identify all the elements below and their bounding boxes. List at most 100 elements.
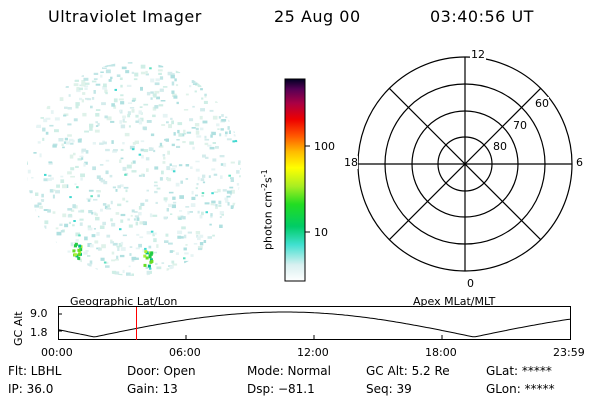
uv-speckle bbox=[233, 243, 237, 246]
uv-speckle bbox=[43, 178, 49, 182]
uv-speckle bbox=[220, 128, 224, 131]
uv-speckle bbox=[79, 218, 84, 221]
uv-speckle bbox=[209, 223, 212, 226]
uv-speckle bbox=[235, 272, 240, 276]
uv-speckle bbox=[231, 179, 234, 182]
uv-speckle bbox=[84, 161, 88, 165]
uv-speckle bbox=[75, 239, 79, 242]
uv-speckle-bright bbox=[211, 192, 214, 195]
uv-speckle bbox=[80, 177, 83, 181]
uv-speckle bbox=[122, 269, 125, 273]
uv-speckle bbox=[231, 103, 236, 107]
uv-speckle bbox=[64, 137, 68, 141]
uv-speckle bbox=[219, 155, 225, 158]
uv-speckle bbox=[100, 257, 105, 261]
uv-speckle bbox=[239, 200, 241, 204]
uv-speckle bbox=[202, 154, 206, 158]
uv-speckle bbox=[65, 86, 69, 88]
uv-speckle bbox=[228, 119, 231, 122]
uv-speckle bbox=[171, 204, 176, 209]
uv-speckle bbox=[43, 80, 48, 83]
uv-speckle bbox=[219, 84, 224, 88]
uv-speckle bbox=[186, 55, 190, 58]
uv-speckle bbox=[164, 200, 167, 203]
uv-speckle bbox=[117, 247, 120, 251]
uv-speckle bbox=[129, 107, 135, 109]
uv-speckle bbox=[203, 240, 207, 243]
timeline-x-tick-0000: 00:00 bbox=[41, 346, 73, 359]
uv-speckle bbox=[75, 102, 80, 106]
uv-speckle bbox=[27, 197, 32, 201]
uv-speckle bbox=[106, 234, 111, 238]
uv-speckle bbox=[94, 212, 97, 216]
uv-aurora-patch bbox=[150, 259, 154, 263]
uv-speckle bbox=[176, 139, 180, 141]
uv-speckle bbox=[219, 88, 222, 93]
uv-speckle bbox=[127, 114, 131, 118]
uv-speckle bbox=[67, 208, 73, 211]
uv-speckle bbox=[225, 116, 228, 119]
uv-speckle bbox=[194, 90, 197, 93]
uv-speckle bbox=[35, 192, 39, 196]
uv-speckle bbox=[117, 203, 122, 207]
uv-speckle bbox=[42, 127, 46, 132]
uv-speckle bbox=[145, 73, 149, 76]
uv-speckle bbox=[236, 170, 240, 174]
uv-speckle bbox=[190, 203, 196, 207]
uv-speckle bbox=[168, 191, 174, 194]
uv-speckle bbox=[191, 127, 196, 129]
uv-speckle bbox=[39, 153, 42, 158]
uv-speckle bbox=[217, 188, 221, 193]
uv-speckle bbox=[178, 164, 183, 167]
uv-speckle bbox=[52, 194, 55, 199]
uv-speckle bbox=[84, 87, 88, 90]
uv-speckle bbox=[140, 86, 143, 91]
uv-speckle bbox=[183, 129, 186, 133]
uv-speckle bbox=[142, 221, 146, 225]
uv-speckle-bright bbox=[234, 140, 238, 143]
uv-speckle bbox=[158, 64, 164, 68]
uv-speckle bbox=[241, 55, 245, 57]
uv-speckle bbox=[161, 63, 165, 66]
uv-speckle bbox=[104, 89, 108, 93]
timeline-y-tick-1-8: 1.8 bbox=[30, 326, 48, 339]
uv-speckle bbox=[118, 273, 123, 276]
uv-speckle bbox=[204, 142, 209, 146]
uv-speckle-bright bbox=[165, 56, 168, 58]
uv-speckle bbox=[244, 230, 247, 232]
uv-speckle bbox=[142, 174, 145, 177]
uv-speckle bbox=[140, 148, 144, 152]
uv-speckle bbox=[158, 145, 161, 148]
uv-speckle-bright bbox=[103, 261, 107, 264]
uv-speckle bbox=[27, 274, 29, 276]
uv-speckle bbox=[141, 57, 143, 59]
uv-speckle bbox=[182, 133, 185, 137]
uv-speckle bbox=[192, 146, 195, 150]
uv-speckle bbox=[110, 218, 113, 222]
uv-speckle bbox=[87, 263, 92, 267]
uv-speckle bbox=[135, 278, 138, 281]
uv-speckle bbox=[197, 176, 200, 181]
uv-speckle-bright bbox=[183, 257, 186, 260]
uv-speckle bbox=[242, 260, 246, 262]
uv-speckle bbox=[216, 262, 222, 265]
uv-speckle bbox=[163, 156, 166, 160]
uv-speckle bbox=[123, 186, 129, 189]
uv-aurora-patch bbox=[149, 258, 153, 262]
uv-speckle bbox=[39, 79, 44, 83]
uv-speckle bbox=[179, 69, 183, 73]
uv-speckle bbox=[44, 249, 48, 253]
uv-speckle bbox=[207, 72, 211, 77]
uv-speckle bbox=[67, 134, 72, 137]
uv-speckle bbox=[91, 97, 95, 100]
uv-speckle bbox=[197, 236, 201, 241]
uv-speckle bbox=[94, 240, 99, 244]
uv-speckle bbox=[113, 149, 118, 152]
uv-speckle bbox=[169, 163, 172, 166]
uv-speckle bbox=[44, 220, 49, 225]
uv-speckle bbox=[205, 156, 209, 159]
uv-speckle bbox=[165, 233, 169, 237]
uv-speckle bbox=[237, 224, 241, 229]
uv-speckle bbox=[162, 113, 168, 118]
uv-speckle bbox=[70, 242, 73, 247]
